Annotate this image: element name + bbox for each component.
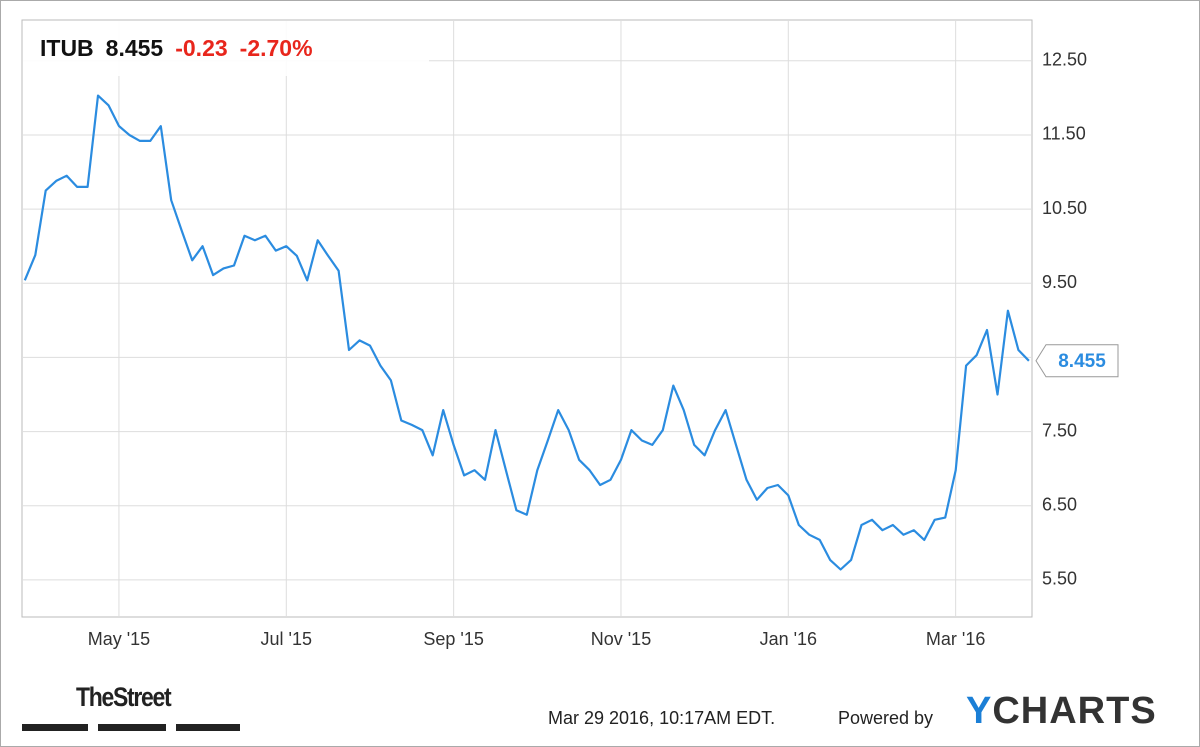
quote-box — [23, 21, 429, 76]
y-tick-label: 9.50 — [1042, 272, 1077, 292]
powered-by: Powered by — [838, 708, 934, 728]
x-tick-label: Nov '15 — [591, 629, 651, 649]
quote-change: -0.23 — [175, 35, 227, 61]
x-tick-label: Jan '16 — [760, 629, 817, 649]
brand: YCHARTS — [966, 690, 1157, 732]
logo-bar — [176, 724, 240, 731]
x-tick-label: May '15 — [88, 629, 150, 649]
timestamp: Mar 29 2016, 10:17AM EDT. — [548, 708, 776, 728]
y-tick-label: 10.50 — [1042, 198, 1087, 218]
y-tick-label: 6.50 — [1042, 495, 1077, 515]
quote-price: 8.455 — [106, 35, 164, 61]
x-tick-label: Sep '15 — [423, 629, 484, 649]
plot-area — [21, 19, 1033, 618]
logo-bar — [22, 724, 88, 731]
y-tick-label: 5.50 — [1042, 569, 1077, 589]
x-tick-label: Jul '15 — [261, 629, 312, 649]
source-logo: TheStreet — [76, 682, 172, 712]
price-line — [23, 94, 1030, 571]
price-callout-box — [1035, 344, 1119, 378]
x-tick-label: Mar '16 — [926, 629, 985, 649]
quote: ITUB 8.455 -0.23 -2.70% — [40, 35, 313, 61]
quote-change-pct: -2.70% — [240, 35, 313, 61]
brand-wrap: YCHARTS — [966, 690, 1157, 733]
y-tick-label: 11.50 — [1042, 124, 1086, 144]
price-callout: 8.455 — [1058, 351, 1106, 372]
y-tick-label: 7.50 — [1042, 420, 1077, 440]
y-tick-label: 12.50 — [1042, 50, 1087, 70]
logo-bar — [98, 724, 166, 731]
quote-ticker: ITUB — [40, 35, 94, 61]
